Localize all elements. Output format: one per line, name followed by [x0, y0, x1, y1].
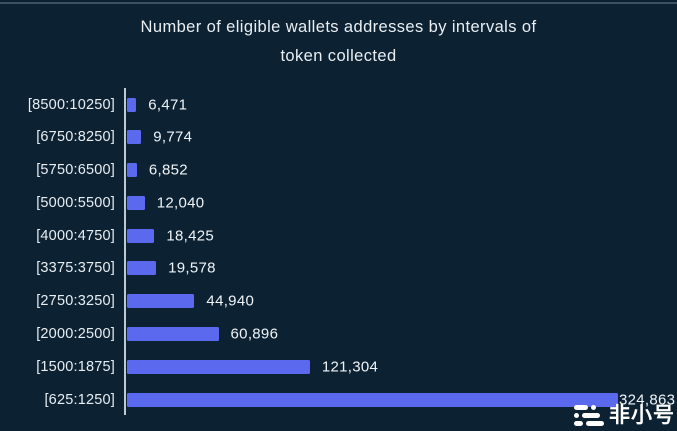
y-tick-label: [2750:3250] — [36, 293, 115, 310]
value-label: 9,774 — [153, 128, 193, 146]
bar — [126, 294, 195, 309]
bar — [126, 195, 145, 210]
value-label: 44,940 — [206, 292, 255, 310]
bar — [126, 261, 157, 276]
value-label: 6,471 — [148, 96, 188, 113]
value-label: 121,304 — [321, 358, 379, 376]
bar — [126, 359, 310, 374]
bar — [126, 163, 137, 178]
value-label: 6,852 — [148, 161, 188, 179]
value-label: 18,425 — [166, 227, 215, 245]
y-tick-label: [8500:10250] — [27, 96, 115, 113]
chart-title-line1: Number of eligible wallets addresses by … — [140, 18, 537, 36]
bar — [126, 327, 219, 342]
watermark-text: 非小号 — [609, 403, 675, 427]
value-label: 60,896 — [230, 325, 279, 343]
bar — [126, 130, 142, 145]
y-axis-line — [124, 88, 126, 415]
watermark: 非小号 — [574, 402, 675, 428]
y-tick-label: [4000:4750] — [36, 227, 115, 244]
y-tick-label: [5000:5500] — [36, 194, 115, 211]
y-tick-label: [2000:2500] — [36, 326, 115, 343]
feixiaohao-logo-icon — [574, 404, 604, 426]
bar — [126, 392, 618, 407]
value-label: 324,863 — [619, 391, 676, 409]
y-tick-label: [3375:3750] — [36, 260, 115, 277]
chart-title-line2: token collected — [280, 47, 397, 65]
y-tick-label: [6750:8250] — [36, 129, 115, 146]
top-border-line — [0, 2, 677, 4]
bar — [126, 228, 155, 243]
y-tick-label: [5750:6500] — [36, 162, 115, 179]
chart-title: Number of eligible wallets addresses by … — [0, 13, 677, 71]
y-tick-label: [1500:1875] — [36, 358, 115, 375]
y-tick-label: [625:1250] — [44, 391, 115, 408]
value-label: 19,578 — [168, 259, 216, 277]
bar — [126, 97, 137, 112]
value-label: 12,040 — [156, 194, 205, 212]
